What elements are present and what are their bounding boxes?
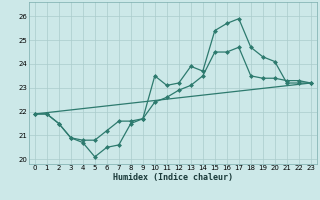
X-axis label: Humidex (Indice chaleur): Humidex (Indice chaleur) xyxy=(113,173,233,182)
